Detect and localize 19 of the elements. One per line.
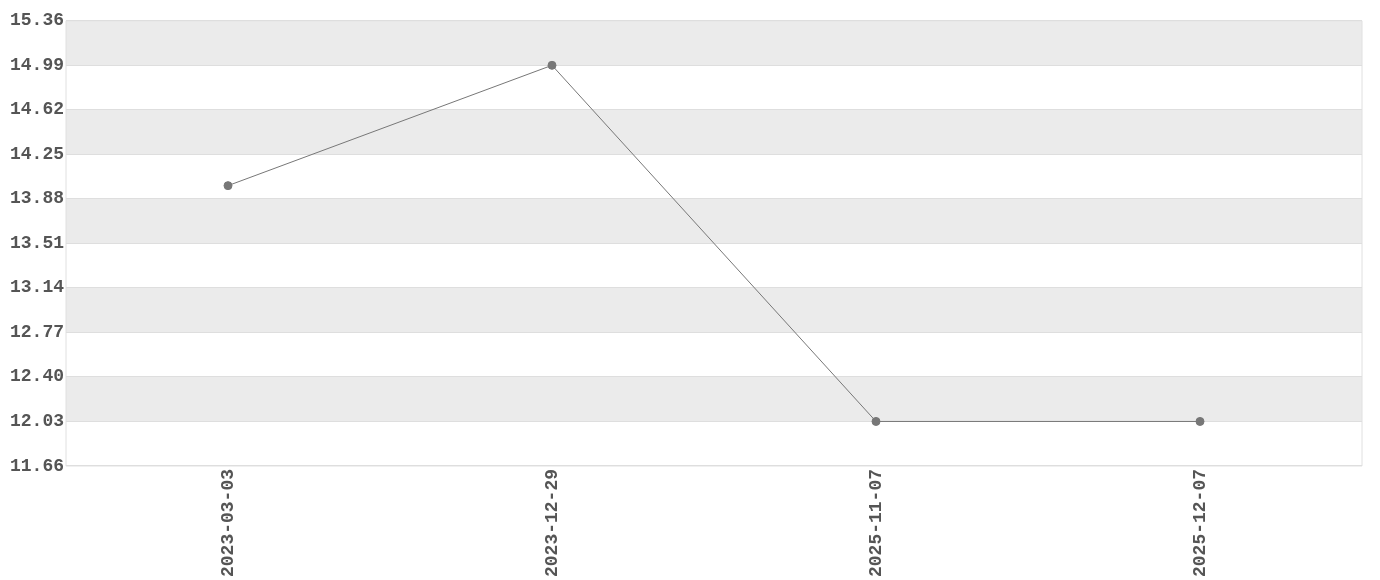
y-tick-label: 12.77	[9, 321, 65, 342]
point	[547, 60, 557, 70]
y-tick-label: 14.99	[9, 54, 65, 75]
point	[871, 416, 881, 426]
y-tick-label: 15.36	[9, 10, 65, 31]
x-tick-label: 2023-03-03	[217, 468, 238, 578]
y-tick-label: 12.40	[9, 366, 65, 387]
y-tick-label: 12.03	[9, 411, 65, 431]
x-tick-label: 2025-12-07	[1189, 468, 1210, 578]
y-tick-label: 13.51	[9, 232, 65, 253]
y-tick-label: 11.66	[9, 455, 65, 476]
y-tick-label: 14.25	[9, 143, 65, 164]
y-tick-label: 13.14	[9, 277, 65, 298]
y-tick-label: 14.62	[9, 99, 65, 120]
y-tick-label: 13.88	[9, 188, 65, 209]
point	[223, 181, 233, 191]
x-tick-label: 2025-11-07	[865, 468, 886, 578]
point	[1195, 416, 1205, 426]
x-tick-label: 2023-12-29	[541, 468, 562, 578]
